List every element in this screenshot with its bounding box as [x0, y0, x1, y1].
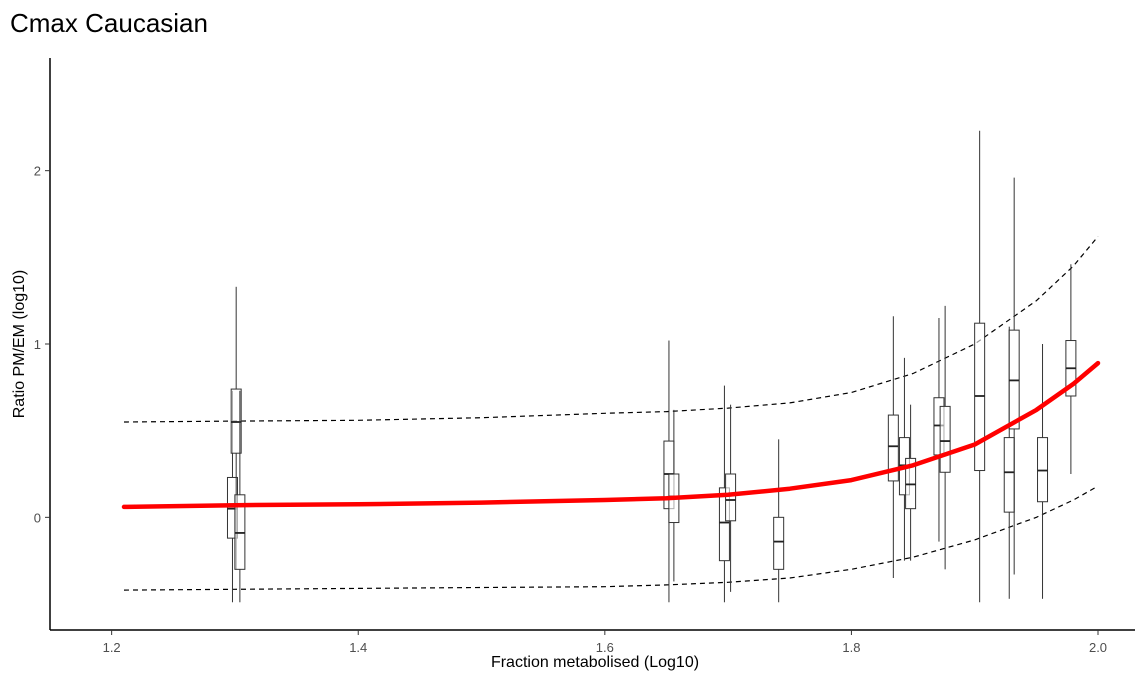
x-tick-label: 1.6 [596, 640, 614, 655]
box-item [773, 439, 785, 603]
box-body [725, 473, 737, 522]
confidence-bands [123, 236, 1099, 591]
box-item [1065, 264, 1077, 474]
box-body [887, 414, 899, 482]
box-item [1037, 344, 1049, 599]
x-tick-label: 2.0 [1089, 640, 1107, 655]
fit-line-group [121, 360, 1101, 510]
box-body [1003, 437, 1015, 513]
box-item [905, 404, 917, 561]
box-item [887, 316, 899, 578]
x-tick-label: 1.4 [349, 640, 367, 655]
boxes [226, 130, 1077, 603]
box-item [725, 404, 737, 592]
box-item [718, 385, 730, 603]
box-item [939, 305, 951, 570]
box-item [974, 130, 986, 603]
y-tick-label: 1 [34, 337, 41, 352]
ticks: 1.2 1.4 1.6 1.8 2.0 0 1 2 [34, 164, 1107, 655]
x-axis-title: Fraction metabolised (Log10) [491, 654, 699, 671]
y-tick-label: 2 [34, 164, 41, 179]
axes [49, 58, 1135, 631]
box-item [1008, 177, 1020, 575]
x-tick-label: 1.2 [103, 640, 121, 655]
box-body [939, 405, 951, 473]
upper-band-line [123, 236, 1099, 423]
y-tick-label: 0 [34, 510, 41, 525]
fit-line [121, 360, 1101, 510]
lower-band-line [123, 485, 1099, 591]
box-body [718, 487, 730, 562]
box-item [234, 390, 246, 603]
box-body [773, 516, 785, 570]
x-tick-label: 1.8 [842, 640, 860, 655]
chart-title: Cmax Caucasian [10, 8, 208, 38]
y-axis-title: Ratio PM/EM (log10) [11, 270, 28, 419]
box-item [663, 340, 675, 603]
